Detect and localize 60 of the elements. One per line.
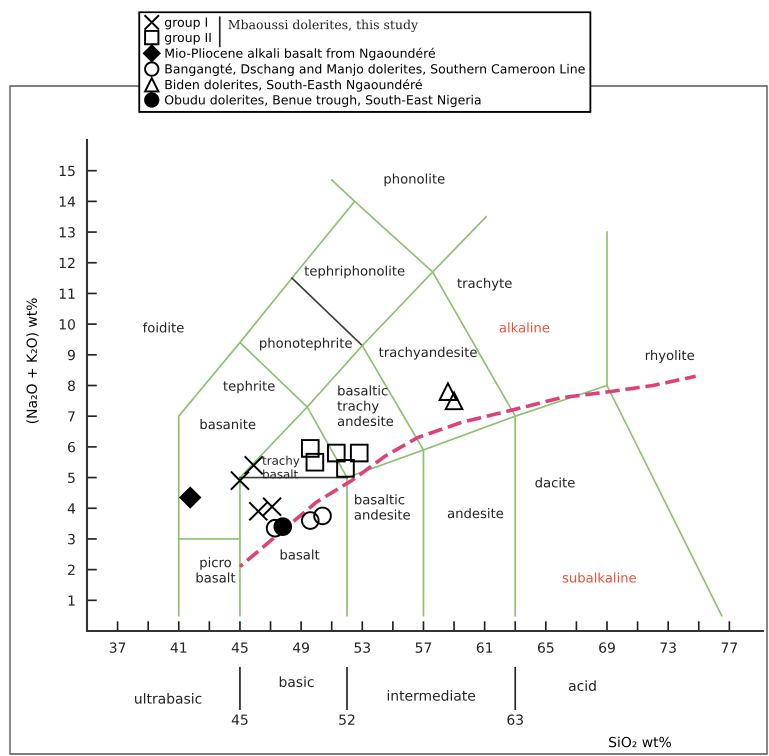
annotation: basanite: [200, 419, 256, 430]
legend-label: Bangangté, Dschang and Manjo dolerites, Southern Cameroon Line: [165, 63, 585, 76]
y-tick-label: 7: [68, 411, 75, 422]
legend-label: Mio-Pliocene alkali basalt from Ngaoundéré: [165, 48, 436, 60]
y-tick-label: 1: [68, 595, 75, 606]
annotation: trachy basalt: [262, 456, 300, 479]
y-tick-label: 13: [60, 227, 75, 238]
y-tick-label: 5: [68, 472, 75, 484]
x-tick-label: 77: [722, 642, 737, 653]
annotation: dacite: [535, 477, 575, 488]
y-tick-label: 12: [60, 258, 74, 268]
y-tick-label: 11: [60, 288, 75, 299]
annotation: phonotephrite: [260, 338, 352, 350]
annotation: trachyandesite: [378, 346, 477, 360]
text: intermediate: [388, 690, 476, 701]
annotation: alkaline: [500, 322, 550, 333]
y-axis-title: (Na₂O + K₂O) wt%: [26, 298, 39, 424]
x-tick-label: 37: [110, 642, 126, 653]
x-tick-label: 73: [660, 642, 676, 653]
y-tick-label: 2: [68, 564, 74, 575]
annotation: phonolite: [384, 174, 445, 186]
legend-label: group II: [164, 32, 211, 45]
x2-tick-label: 45: [232, 714, 248, 725]
annotation: subalkaline: [562, 572, 636, 583]
annotation: basalt: [280, 549, 320, 560]
x2-tick-label: 52: [339, 714, 354, 725]
annotation: andesite: [448, 508, 504, 518]
x-tick-label: 41: [170, 642, 186, 653]
annotation: tephrite: [223, 380, 275, 394]
x-tick-label: 69: [599, 642, 615, 653]
x-tick-label: 65: [538, 642, 554, 653]
y-tick-label: 4: [68, 503, 76, 514]
annotation: picro basalt: [196, 557, 236, 583]
x-tick-label: 61: [476, 642, 492, 653]
annotation: trachyte: [457, 278, 512, 291]
y-tick-label: 6: [68, 442, 76, 452]
annotation: tephriphonolite: [304, 266, 404, 278]
annotation: basaltic trachy andesite: [337, 385, 394, 426]
x-tick-label: 53: [354, 642, 370, 653]
text: ultrabasic: [135, 693, 202, 704]
x-tick-label: 49: [292, 642, 309, 653]
legend-label: group I: [164, 18, 207, 30]
y-tick-label: 15: [60, 166, 75, 176]
legend-label: Biden dolerites, South-Easth Ngaoundéré: [165, 79, 422, 92]
annotation: basaltic andesite: [354, 494, 410, 520]
text: basic: [280, 676, 314, 688]
y-tick-label: 10: [60, 319, 75, 330]
annotation: rhyolite: [646, 350, 694, 363]
y-tick-label: 8: [68, 380, 75, 391]
text: Mbaoussi dolerites, this study: [228, 20, 418, 32]
y-tick-label: 3: [68, 534, 75, 544]
x-tick-label: 57: [416, 642, 432, 653]
y-tick-label: 14: [60, 196, 76, 207]
y-tick-label: 9: [68, 350, 75, 360]
x2-tick-label: 63: [507, 714, 523, 725]
annotation: foidite: [142, 322, 184, 333]
x-axis-title: SiO₂ wt%: [609, 736, 671, 748]
x-tick-label: 45: [232, 642, 248, 653]
text: acid: [568, 680, 596, 692]
legend-label: Obudu dolerites, Benue trough, South-East Nigeria: [164, 94, 480, 107]
